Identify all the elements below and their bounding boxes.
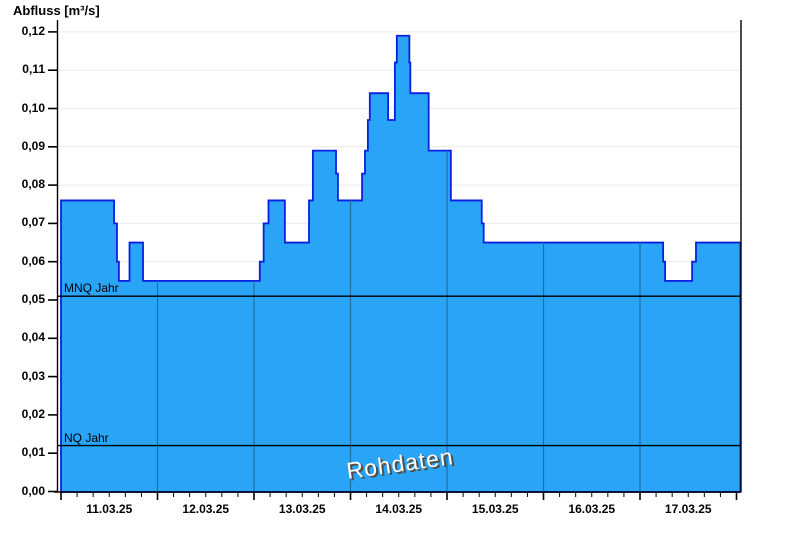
nq-jahr-label: NQ Jahr [64, 431, 109, 445]
y-axis-tick-label: 0,04 [21, 330, 45, 345]
x-axis-tick-label: 12.03.25 [182, 502, 230, 516]
y-axis-tick-label: 0,12 [21, 23, 45, 38]
x-axis-tick-label: 16.03.25 [568, 502, 616, 516]
y-axis-tick-label: 0,11 [22, 62, 45, 77]
chart-title: Abfluss [m³/s] [13, 3, 100, 18]
y-axis-tick-label: 0,00 [21, 483, 45, 498]
y-axis-tick-label: 0,10 [21, 100, 45, 115]
y-axis-tick-label: 0,09 [21, 138, 45, 153]
y-axis-tick-label: 0,08 [21, 177, 45, 192]
y-axis-tick-label: 0,01 [21, 445, 45, 460]
x-axis-tick-label: 17.03.25 [664, 502, 712, 516]
x-axis-tick-label: 13.03.25 [278, 502, 326, 516]
y-axis-tick-label: 0,06 [21, 253, 45, 268]
x-axis-tick-label: 11.03.25 [86, 502, 133, 516]
mnq-jahr-label: MNQ Jahr [64, 281, 119, 295]
x-axis-tick-label: 14.03.25 [375, 502, 423, 516]
y-axis-tick-label: 0,07 [21, 215, 45, 230]
y-axis-tick-label: 0,02 [21, 406, 45, 421]
x-axis-tick-label: 15.03.25 [471, 502, 519, 516]
discharge-area-series [60, 34, 742, 493]
y-axis-tick-label: 0,05 [21, 292, 45, 306]
y-axis-tick-label: 0,03 [21, 368, 45, 383]
